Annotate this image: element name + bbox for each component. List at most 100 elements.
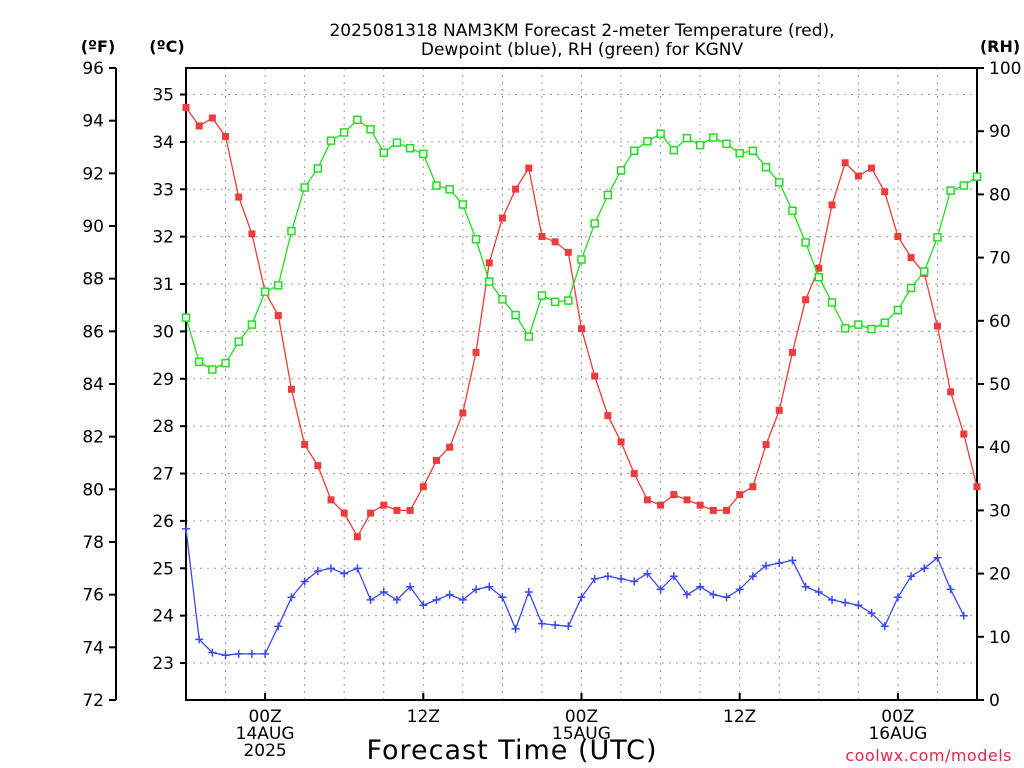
temperature-point	[419, 483, 427, 491]
dewpoint-point	[590, 574, 599, 583]
temperature-point	[512, 185, 520, 193]
x-tick-label: 15AUG	[552, 724, 611, 744]
dewpoint-point	[867, 609, 876, 618]
temperature-point	[828, 201, 836, 209]
temperature-point	[551, 238, 559, 246]
temperature-point	[973, 483, 981, 491]
x-tick-label: 12Z	[407, 707, 440, 727]
dewpoint-point	[617, 574, 626, 583]
temperature-point	[195, 122, 203, 130]
rh-point	[181, 313, 191, 322]
celsius-tick-label: 34	[152, 133, 174, 153]
dewpoint-point	[814, 588, 823, 597]
temperature-point	[723, 506, 731, 514]
grid	[186, 68, 977, 700]
temperature-point	[854, 172, 862, 180]
rh-point	[577, 255, 586, 264]
rh-point	[524, 332, 534, 341]
rh-point	[933, 233, 942, 242]
rh-point	[616, 166, 626, 175]
temperature-point	[340, 509, 348, 517]
dewpoint-point	[182, 524, 190, 533]
temperature-point	[762, 441, 770, 449]
chart-title-line2: Dewpoint (blue), RH (green) for KGNV	[421, 40, 744, 60]
rh-point	[972, 172, 982, 181]
rh-point	[603, 190, 613, 200]
dewpoint-point	[696, 582, 705, 591]
fahrenheit-tick-label: 92	[82, 164, 104, 184]
temperature-point	[367, 509, 375, 517]
dewpoint-point	[247, 649, 256, 658]
celsius-tick-label: 23	[152, 654, 174, 674]
rh-point	[247, 320, 257, 329]
rh-point	[221, 358, 230, 368]
rh-tick-label: 100	[989, 59, 1021, 79]
celsius-tick-label: 27	[152, 465, 174, 485]
temperature-point	[498, 214, 506, 222]
rh-tick-label: 60	[989, 312, 1011, 332]
celsius-tick-label: 33	[152, 180, 174, 200]
temperature-point	[670, 491, 678, 499]
temperature-point	[933, 322, 941, 330]
dewpoint-point	[748, 572, 757, 581]
temperature-point	[459, 409, 467, 417]
temperature-point	[604, 412, 612, 420]
temperature-point	[472, 348, 480, 356]
rh-point	[498, 295, 507, 304]
dewpoint-point	[775, 559, 784, 568]
fahrenheit-tick-label: 96	[82, 59, 104, 79]
temperature-point	[868, 164, 876, 172]
rh-tick-label: 70	[989, 249, 1011, 269]
dewpoint-point	[340, 569, 349, 578]
rh-point	[274, 281, 283, 290]
temperature-point	[538, 233, 546, 241]
temperature-point	[380, 501, 388, 509]
temperature-point	[960, 430, 968, 438]
rh-point	[735, 149, 744, 158]
celsius-tick-label: 26	[152, 512, 174, 532]
rh-point	[564, 296, 573, 305]
dewpoint-point	[327, 564, 336, 573]
x-tick-label: 00Z	[881, 707, 914, 727]
temperature-point	[657, 501, 665, 509]
rh-point	[775, 178, 784, 187]
x-tick-label: 00Z	[565, 707, 598, 727]
dewpoint-point	[419, 601, 428, 610]
temperature-point	[696, 501, 704, 509]
dewpoint-point	[762, 561, 771, 570]
dewpoint-point	[313, 566, 322, 575]
temperature-point	[287, 385, 295, 393]
dewpoint-point	[274, 622, 283, 631]
celsius-tick-label: 25	[152, 559, 174, 579]
dewpoint-point	[959, 611, 968, 620]
fahrenheit-unit-label: (ºF)	[81, 37, 116, 56]
fahrenheit-tick-label: 72	[82, 691, 104, 711]
temperature-point	[736, 491, 744, 499]
rh-point	[840, 324, 850, 333]
celsius-tick-label: 31	[152, 275, 174, 295]
temperature-point	[709, 506, 717, 514]
rh-point	[366, 125, 375, 134]
rh-point	[682, 133, 692, 143]
temperature-point	[406, 506, 414, 514]
fahrenheit-tick-label: 94	[82, 112, 104, 132]
dewpoint-point	[854, 601, 863, 610]
dewpoint-point	[709, 590, 718, 599]
fahrenheit-tick-label: 90	[82, 217, 104, 237]
temperature-point	[208, 114, 216, 122]
temperature-point	[222, 132, 230, 140]
x-tick-label: 16AUG	[868, 724, 927, 744]
temperature-point	[314, 462, 322, 470]
temperature-point	[525, 164, 533, 172]
dewpoint-point	[485, 582, 494, 591]
dewpoint-point	[287, 593, 296, 602]
rh-point	[656, 129, 665, 138]
rh-point	[695, 140, 705, 150]
rh-point	[761, 162, 771, 172]
dewpoint-point	[933, 553, 942, 562]
temperature-point	[630, 470, 638, 478]
rh-point	[445, 185, 454, 194]
x-tick-label: 00Z	[248, 707, 281, 727]
temperature-point	[841, 159, 849, 167]
